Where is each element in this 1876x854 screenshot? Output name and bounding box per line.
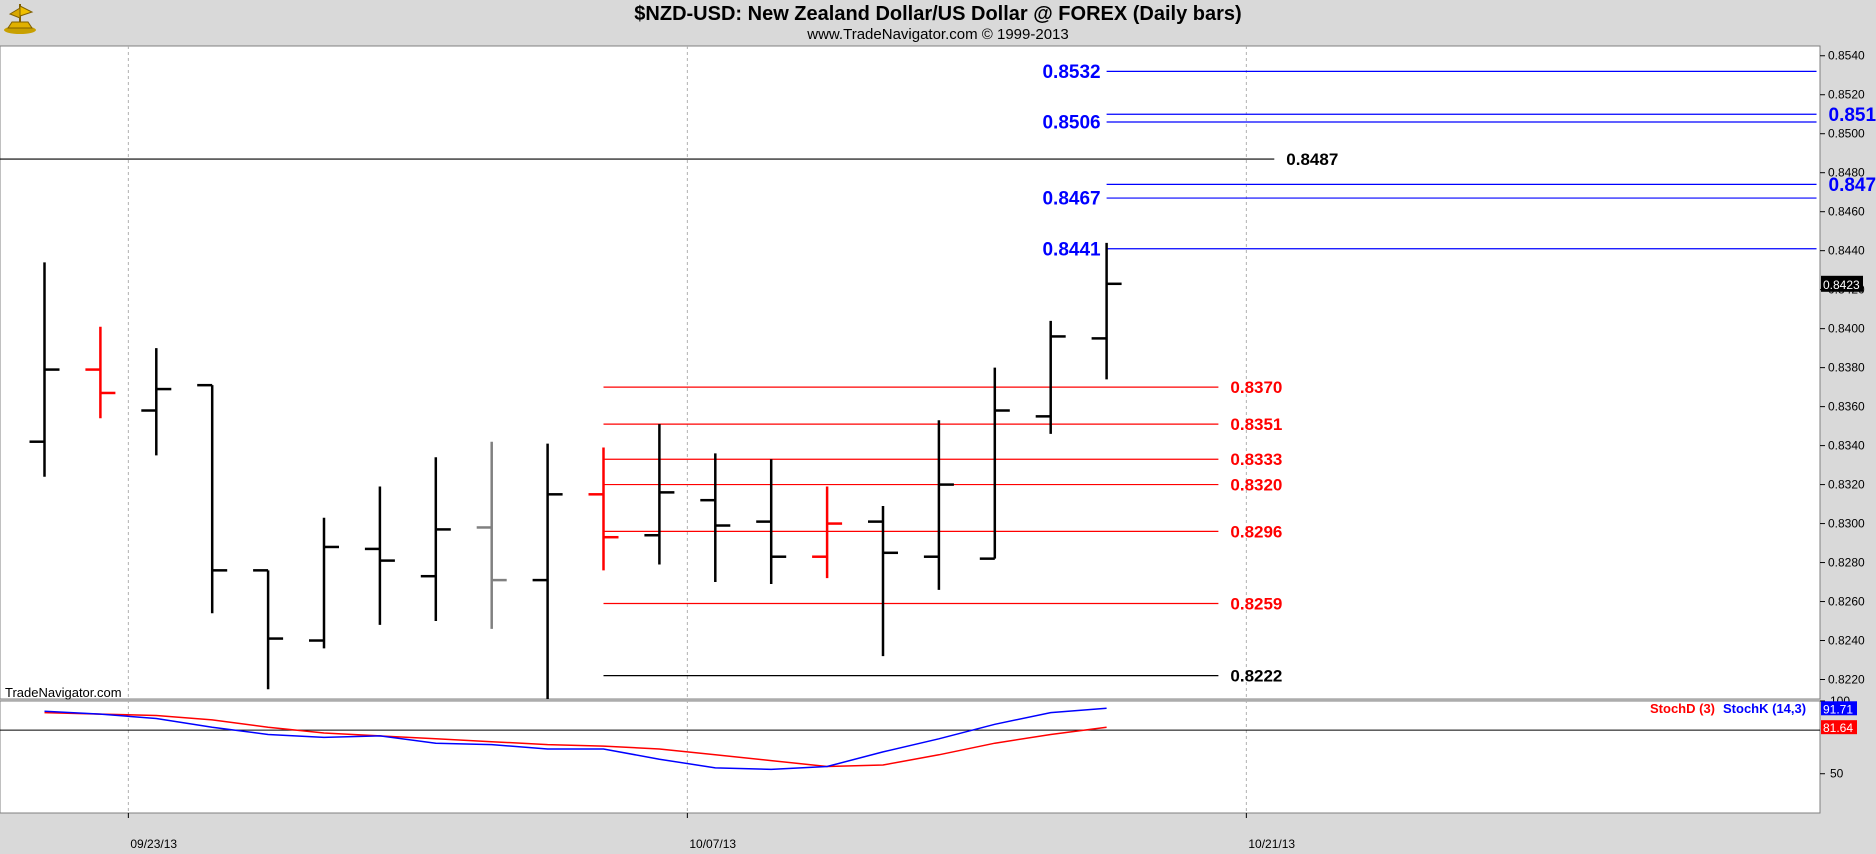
chart-subtitle: www.TradeNavigator.com © 1999-2013	[807, 26, 1069, 43]
last-price-label: 0.8423	[1823, 278, 1860, 292]
y-tick-label: 0.8260	[1828, 595, 1865, 609]
osc-y-tick-label: 50	[1830, 767, 1844, 781]
watermark-text: TradeNavigator.com	[5, 685, 122, 700]
ohlc-bar	[141, 348, 172, 456]
ohlc-bar	[644, 424, 675, 565]
x-tick-label: 10/07/13	[689, 837, 736, 851]
stoch-series-line	[44, 711, 1107, 768]
y-tick-label: 0.8460	[1828, 205, 1865, 219]
y-tick-label: 0.8440	[1828, 244, 1865, 258]
stoch-last-label: 91.71	[1823, 702, 1853, 716]
y-tick-label: 0.8300	[1828, 517, 1865, 531]
y-tick-label: 0.8220	[1828, 673, 1865, 687]
last-price-box	[1821, 275, 1863, 292]
level-label: 0.8441	[1042, 239, 1101, 260]
stoch-last-box	[1821, 720, 1857, 735]
level-label: 0.8351	[1230, 415, 1282, 434]
ohlc-bar	[309, 517, 339, 649]
y-tick-label: 0.8540	[1828, 49, 1865, 63]
level-label: 0.8296	[1230, 522, 1282, 541]
ohlc-bar	[532, 443, 563, 699]
y-tick-label: 0.8500	[1828, 127, 1865, 141]
y-tick-label: 0.8520	[1828, 88, 1865, 102]
level-label: 0.8506	[1042, 113, 1100, 134]
price-panel	[0, 45, 1821, 700]
legend-stochk: StochK (14,3)	[1723, 701, 1806, 716]
ohlc-bar	[979, 367, 1010, 560]
stoch-series-line	[44, 707, 1107, 771]
ohlc-bar	[29, 262, 60, 477]
x-tick-label: 09/23/13	[130, 837, 177, 851]
stochastic-panel	[0, 700, 1821, 814]
y-tick-label: 0.8480	[1828, 166, 1865, 180]
ohlc-bar	[812, 486, 843, 579]
y-tick-label: 0.8240	[1828, 634, 1865, 648]
ohlc-bar	[476, 441, 507, 629]
y-tick-label: 0.8400	[1828, 322, 1865, 336]
y-tick-label: 0.8320	[1828, 478, 1865, 492]
level-label: 0.8222	[1230, 667, 1282, 686]
legend-stochd: StochD (3)	[1650, 701, 1715, 716]
level-label: 0.8259	[1230, 594, 1282, 613]
y-tick-label: 0.8280	[1828, 556, 1865, 570]
ohlc-bar	[700, 453, 731, 583]
ohlc-bar	[364, 486, 395, 625]
level-label: 0.8467	[1042, 189, 1100, 210]
level-label: 0.8532	[1042, 62, 1100, 83]
stoch-last-label: 81.64	[1823, 721, 1853, 735]
ohlc-bar	[85, 326, 116, 419]
level-label: 0.8320	[1230, 476, 1282, 495]
level-label: 0.8333	[1230, 450, 1282, 469]
level-label: 0.8370	[1230, 378, 1282, 397]
tradenavigator-logo-icon	[2, 2, 38, 41]
chart-title: $NZD-USD: New Zealand Dollar/US Dollar @…	[634, 3, 1242, 25]
ohlc-bar	[923, 420, 954, 590]
ohlc-bar	[868, 506, 898, 657]
ohlc-bar	[1091, 242, 1122, 380]
ohlc-bar	[420, 457, 451, 622]
level-label: 0.8487	[1286, 150, 1338, 169]
ohlc-bar	[197, 383, 228, 614]
y-tick-label: 0.8340	[1828, 439, 1865, 453]
level-label: 0.8474	[1829, 175, 1876, 196]
ohlc-bar	[588, 447, 619, 571]
chart-header: $NZD-USD: New Zealand Dollar/US Dollar @…	[0, 0, 1876, 46]
ohlc-bar	[756, 459, 787, 584]
stoch-last-box	[1821, 701, 1857, 716]
x-tick-label: 10/21/13	[1248, 837, 1295, 851]
y-tick-label: 0.8380	[1828, 361, 1865, 375]
ohlc-bar	[253, 569, 284, 690]
ohlc-bar	[1035, 320, 1066, 434]
y-tick-label: 0.8360	[1828, 400, 1865, 414]
